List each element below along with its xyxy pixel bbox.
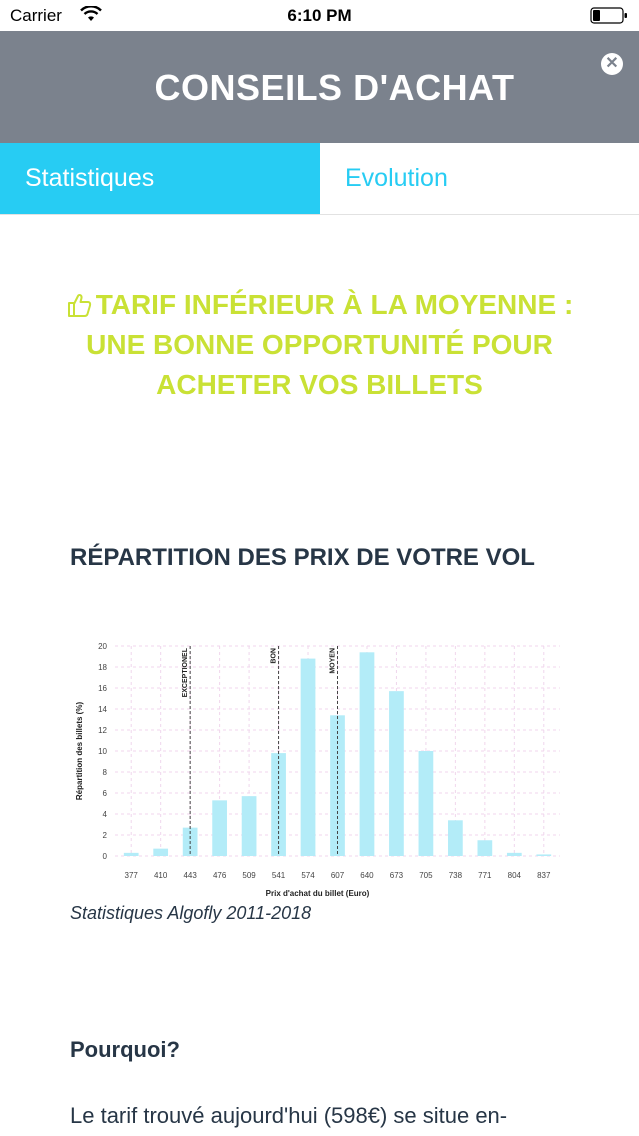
y-tick-label: 0 <box>103 852 108 861</box>
x-tick-label: 804 <box>508 871 522 880</box>
bar-837 <box>536 854 552 856</box>
bar-607 <box>330 715 345 856</box>
tab-bar: Statistiques Evolution <box>0 143 639 215</box>
y-tick-label: 8 <box>103 768 108 777</box>
x-tick-label: 476 <box>213 871 227 880</box>
bar-377 <box>123 852 139 856</box>
x-tick-label: 410 <box>154 871 168 880</box>
distribution-title: RÉPARTITION DES PRIX DE VOTRE VOL <box>70 544 535 571</box>
x-tick-label: 443 <box>183 871 197 880</box>
x-tick-label: 673 <box>390 871 404 880</box>
y-tick-label: 20 <box>98 642 107 651</box>
close-icon: ✕ <box>605 55 619 72</box>
verdict-text: TARIF INFÉRIEUR À LA MOYENNE : UNE BONNE… <box>86 289 574 400</box>
x-tick-label: 705 <box>419 871 433 880</box>
bar-673 <box>389 691 404 856</box>
y-tick-label: 4 <box>103 810 108 819</box>
bar-640 <box>359 652 375 856</box>
chart-caption: Statistiques Algofly 2011-2018 <box>70 903 312 923</box>
app-header: CONSEILS D'ACHAT ✕ <box>0 31 639 143</box>
y-axis-label: Répartition des billets (%) <box>75 702 84 801</box>
bar-574 <box>300 658 316 856</box>
x-tick-label: 771 <box>478 871 492 880</box>
bar-771 <box>477 840 493 856</box>
y-tick-label: 2 <box>103 831 108 840</box>
x-tick-label: 377 <box>125 871 139 880</box>
wifi-icon <box>80 6 102 21</box>
close-button[interactable]: ✕ <box>601 53 623 75</box>
bar-410 <box>153 848 169 856</box>
y-tick-label: 18 <box>98 663 107 672</box>
x-tick-label: 738 <box>449 871 463 880</box>
battery-icon <box>590 7 627 24</box>
tab-statistiques[interactable]: Statistiques <box>0 143 320 214</box>
x-tick-label: 640 <box>360 871 374 880</box>
bar-705 <box>418 751 434 856</box>
reference-label: MOYEN <box>330 648 337 674</box>
bar-738 <box>448 820 463 856</box>
x-axis-label: Prix d'achat du billet (Euro) <box>266 889 370 898</box>
x-tick-label: 509 <box>242 871 256 880</box>
bar-509 <box>241 796 257 856</box>
carrier-label: Carrier <box>10 6 62 25</box>
x-tick-label: 607 <box>331 871 345 880</box>
reference-label: EXCEPTIONEL <box>182 647 189 697</box>
y-tick-label: 10 <box>98 747 107 756</box>
reference-label: BON <box>271 648 278 664</box>
y-tick-label: 6 <box>103 789 108 798</box>
tab-evolution[interactable]: Evolution <box>320 143 639 214</box>
status-bar: Carrier 6:10 PM <box>0 0 639 31</box>
bar-541 <box>271 753 286 856</box>
price-distribution-chart: 0 2 4 6 8 10 12 14 16 18 20 377 410 443 476 509 541 574 60… <box>75 642 560 898</box>
y-tick-label: 12 <box>98 726 107 735</box>
x-tick-label: 837 <box>537 871 551 880</box>
x-tick-label: 541 <box>272 871 286 880</box>
thumbs-up-icon <box>67 293 91 317</box>
x-tick-label: 574 <box>301 871 315 880</box>
verdict-message: TARIF INFÉRIEUR À LA MOYENNE : UNE BONNE… <box>60 285 579 405</box>
pourquoi-heading: Pourquoi? <box>70 1037 180 1062</box>
y-tick-label: 14 <box>98 705 107 714</box>
bar-804 <box>506 852 522 856</box>
bar-476 <box>212 800 227 856</box>
pourquoi-text: Le tarif trouvé aujourd'hui (598€) se si… <box>70 1103 508 1128</box>
clock: 6:10 PM <box>287 6 352 25</box>
page-title: CONSEILS D'ACHAT <box>154 67 515 108</box>
y-tick-label: 16 <box>98 684 107 693</box>
